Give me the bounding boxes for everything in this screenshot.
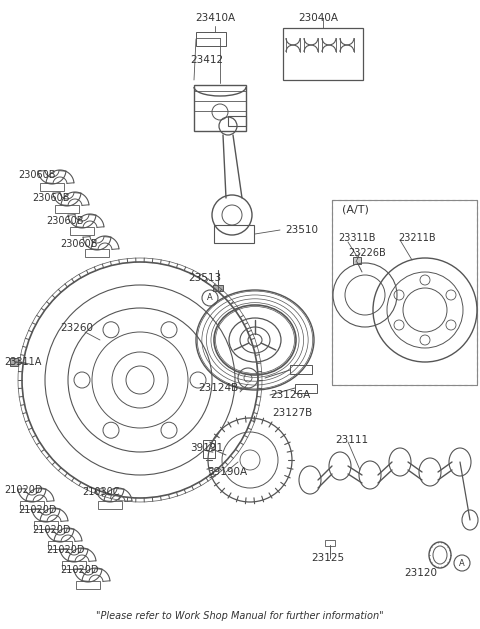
Bar xyxy=(98,501,122,509)
Bar xyxy=(213,285,223,291)
Bar xyxy=(70,227,94,235)
Text: 23040A: 23040A xyxy=(298,13,338,23)
Text: 21020D: 21020D xyxy=(4,485,43,495)
Bar xyxy=(353,257,361,264)
Bar xyxy=(214,225,254,243)
Bar xyxy=(40,183,64,191)
Text: A: A xyxy=(459,559,465,567)
Bar xyxy=(76,581,100,589)
Text: 23124B: 23124B xyxy=(198,383,238,393)
Bar xyxy=(290,365,312,374)
Text: 23127B: 23127B xyxy=(272,408,312,418)
Bar xyxy=(20,501,44,509)
Text: 21030C: 21030C xyxy=(82,487,120,497)
Text: 23211B: 23211B xyxy=(398,233,436,243)
Text: 23513: 23513 xyxy=(188,273,221,283)
Text: A: A xyxy=(207,294,213,303)
Text: 21020D: 21020D xyxy=(32,525,71,535)
Bar xyxy=(203,440,215,458)
Text: 23510: 23510 xyxy=(285,225,318,235)
Bar xyxy=(228,116,246,126)
Text: 23111: 23111 xyxy=(335,435,368,445)
Text: 39190A: 39190A xyxy=(207,467,247,477)
Text: 39191: 39191 xyxy=(190,443,223,453)
Bar xyxy=(194,85,246,131)
Text: 23311B: 23311B xyxy=(338,233,375,243)
Bar xyxy=(325,540,335,546)
Text: (A/T): (A/T) xyxy=(342,205,369,215)
Text: 23311A: 23311A xyxy=(4,357,41,367)
Text: 23060B: 23060B xyxy=(46,216,84,226)
Text: 21020D: 21020D xyxy=(46,545,84,555)
Bar xyxy=(85,249,109,257)
Text: 23060B: 23060B xyxy=(18,170,56,180)
Text: 21020D: 21020D xyxy=(60,565,98,575)
Text: 21020D: 21020D xyxy=(18,505,57,515)
Text: "Please refer to Work Shop Manual for further information": "Please refer to Work Shop Manual for fu… xyxy=(96,611,384,621)
Text: 23125: 23125 xyxy=(312,553,345,563)
Bar xyxy=(34,521,58,529)
Text: 23260: 23260 xyxy=(60,323,93,333)
Bar xyxy=(48,541,72,549)
Text: 23060B: 23060B xyxy=(32,193,70,203)
Text: 23120: 23120 xyxy=(405,568,437,578)
Bar xyxy=(196,32,226,46)
Bar xyxy=(332,200,477,385)
Text: 23126A: 23126A xyxy=(270,390,310,400)
Bar xyxy=(283,28,363,80)
Text: 23410A: 23410A xyxy=(195,13,235,23)
Text: 23226B: 23226B xyxy=(348,248,386,258)
Bar xyxy=(10,358,18,366)
Bar xyxy=(62,561,86,569)
Bar xyxy=(55,205,79,213)
Text: 23412: 23412 xyxy=(191,55,224,65)
Text: 23060B: 23060B xyxy=(60,239,97,249)
Bar xyxy=(295,384,317,393)
